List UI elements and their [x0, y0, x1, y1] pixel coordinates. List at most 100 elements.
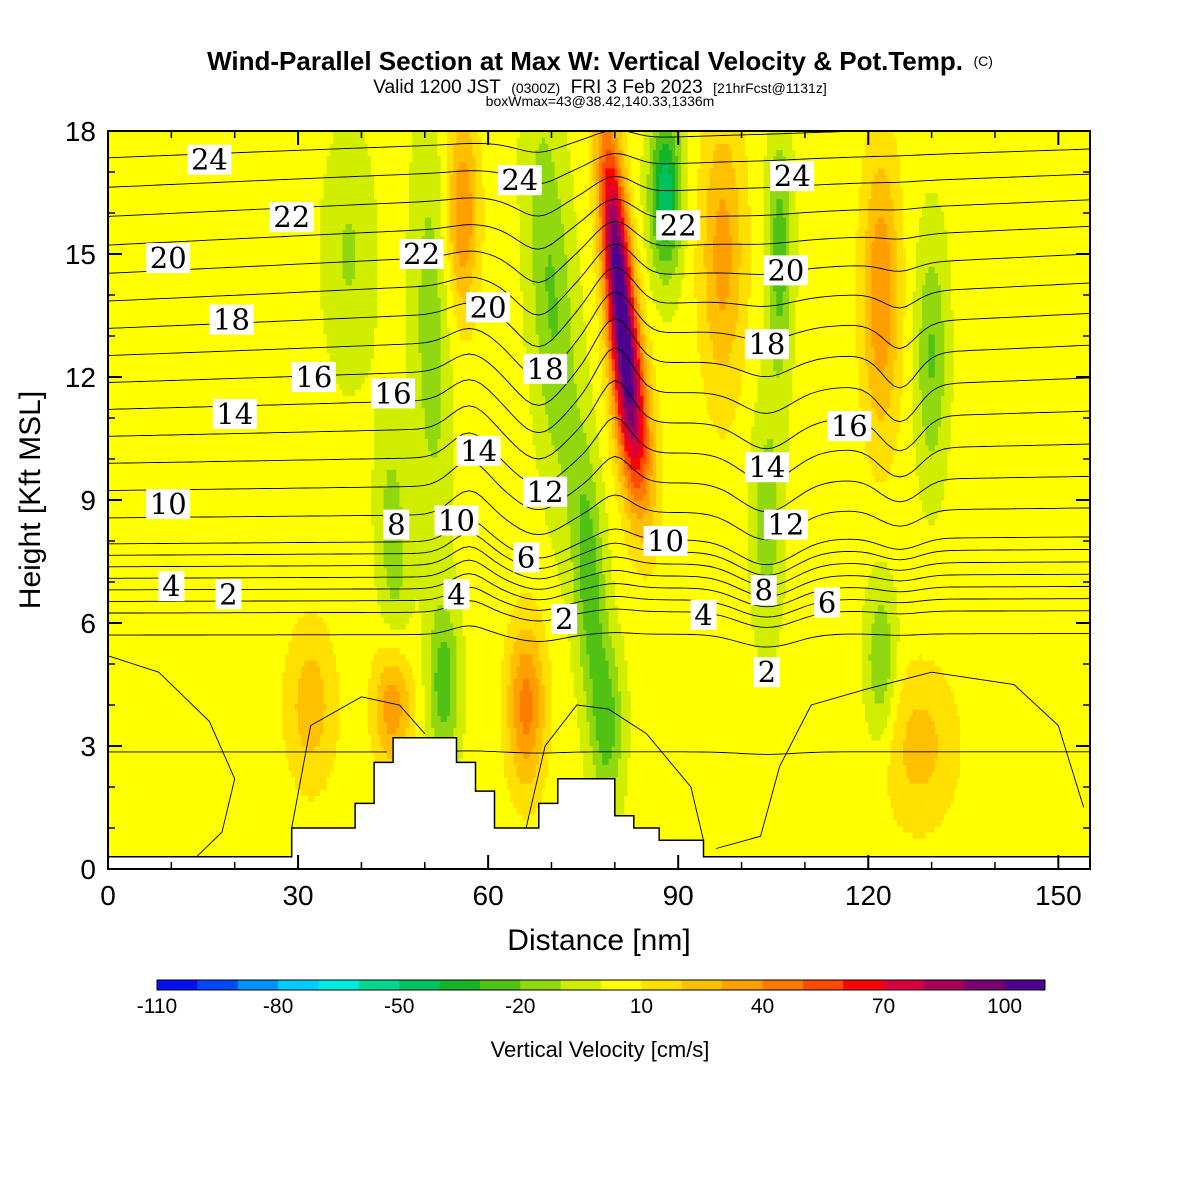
velocity-cell	[922, 709, 926, 784]
velocity-cell	[899, 690, 904, 827]
velocity-cell	[640, 500, 644, 520]
velocity-cell	[532, 635, 537, 667]
velocity-cell	[656, 555, 660, 869]
velocity-cell	[871, 407, 876, 476]
x-tick-label: 60	[473, 880, 504, 911]
velocity-cell	[934, 733, 939, 759]
velocity-cell	[519, 690, 524, 722]
velocity-cell	[649, 290, 654, 341]
velocity-cell	[244, 131, 248, 869]
velocity-cell	[909, 659, 914, 716]
velocity-cell	[633, 456, 638, 470]
velocity-cell	[602, 131, 606, 163]
velocity-cell	[763, 592, 768, 679]
velocity-cell	[225, 131, 229, 869]
velocity-cell	[779, 370, 784, 630]
velocity-cell	[336, 131, 340, 384]
contour-label-text: 6	[818, 586, 836, 620]
velocity-cell	[614, 420, 619, 440]
velocity-cell	[773, 131, 777, 157]
velocity-cell	[206, 131, 210, 869]
velocity-cell	[608, 297, 613, 323]
velocity-cell	[522, 346, 527, 593]
velocity-cell	[608, 321, 613, 341]
velocity-cell	[738, 266, 743, 397]
velocity-cell	[640, 309, 644, 335]
velocity-cell	[443, 641, 448, 722]
velocity-cell	[548, 149, 553, 255]
velocity-cell	[538, 364, 543, 489]
velocity-cell	[950, 801, 955, 869]
velocity-cell	[928, 450, 933, 526]
velocity-cell	[535, 678, 540, 729]
velocity-cell	[301, 666, 305, 747]
velocity-cell	[437, 297, 442, 440]
velocity-cell	[545, 143, 549, 267]
velocity-cell	[871, 180, 876, 243]
velocity-cell	[377, 733, 382, 772]
velocity-cell	[912, 659, 917, 710]
x-axis: 0 30 60 90 120 150	[100, 131, 1082, 911]
velocity-cell	[462, 635, 467, 735]
velocity-cell	[665, 161, 670, 224]
velocity-cell	[630, 186, 635, 224]
velocity-cell	[728, 131, 733, 151]
velocity-cell	[773, 666, 777, 869]
velocity-cell	[551, 266, 556, 341]
velocity-cell	[336, 672, 340, 741]
velocity-cell	[934, 272, 939, 446]
velocity-cell	[608, 456, 613, 550]
colorbar-segment	[520, 980, 562, 990]
velocity-cell	[307, 659, 312, 753]
velocity-cell	[538, 487, 543, 612]
velocity-cell	[675, 229, 679, 267]
velocity-cell	[589, 131, 594, 218]
velocity-cell	[592, 481, 597, 538]
velocity-cell	[459, 131, 464, 163]
velocity-cell	[529, 782, 534, 815]
velocity-cell	[554, 180, 559, 298]
contour-label-bg	[744, 329, 789, 360]
contour-label-bg	[466, 292, 511, 323]
velocity-cell	[510, 610, 515, 655]
velocity-cell	[874, 561, 879, 612]
colorbar-segment	[318, 980, 360, 990]
velocity-cell	[928, 776, 933, 833]
contour-label: 4	[690, 598, 717, 632]
velocity-cell	[637, 573, 641, 869]
velocity-cell	[871, 623, 876, 692]
contour-label-text: 8	[754, 573, 772, 607]
contour-label-text: 24	[191, 143, 228, 177]
velocity-cell	[912, 131, 917, 292]
velocity-cell	[522, 678, 527, 735]
velocity-cell	[918, 653, 923, 710]
velocity-cell	[950, 690, 955, 802]
velocity-cell	[611, 131, 616, 144]
velocity-cell	[503, 131, 508, 636]
velocity-cell	[1036, 131, 1040, 869]
velocity-cell	[735, 321, 739, 409]
velocity-cell	[703, 395, 708, 869]
velocity-cell	[909, 715, 914, 784]
velocity-cell	[408, 131, 413, 163]
velocity-cell	[621, 131, 625, 151]
velocity-cell	[618, 481, 622, 513]
velocity-cell	[370, 131, 375, 175]
velocity-cell	[931, 131, 936, 194]
velocity-cell	[469, 131, 473, 138]
velocity-cell	[554, 561, 559, 869]
velocity-cell	[554, 131, 559, 181]
velocity-cell	[738, 395, 743, 869]
velocity-cell	[611, 167, 616, 187]
velocity-cell	[488, 131, 492, 869]
velocity-cell	[526, 782, 530, 821]
velocity-cell	[956, 131, 961, 716]
velocity-cell	[1013, 131, 1018, 869]
y-tick-label: 9	[80, 485, 96, 516]
velocity-cell	[627, 432, 632, 446]
velocity-cell	[386, 733, 391, 759]
velocity-cell	[652, 266, 657, 304]
velocity-cell	[937, 284, 942, 427]
velocity-cell	[459, 161, 464, 267]
velocity-cell	[370, 469, 375, 526]
